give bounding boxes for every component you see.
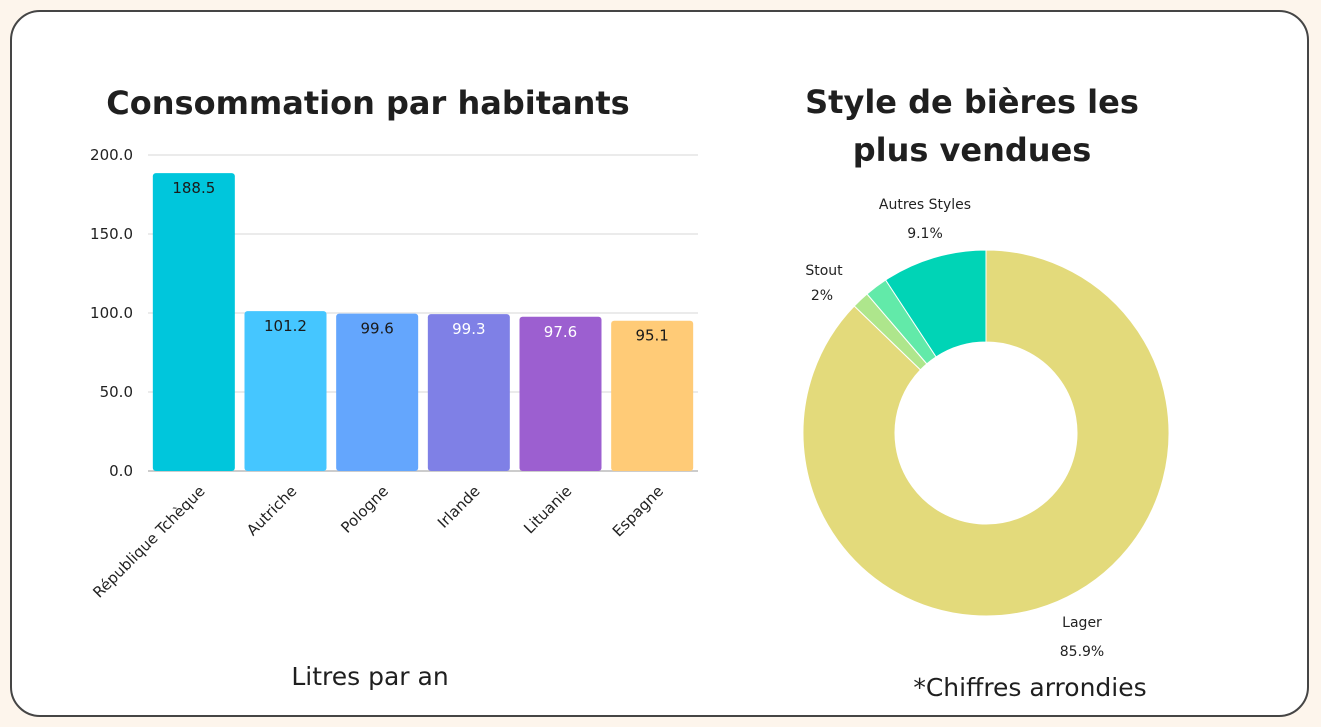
donut-slice xyxy=(802,249,1170,617)
x-tick-label: République Tchèque xyxy=(89,482,208,601)
bar xyxy=(152,173,235,472)
bar-chart-x-label: Litres par an xyxy=(291,662,448,691)
bar xyxy=(244,311,327,471)
slice-label-autres-styles: Autres Styles xyxy=(879,197,971,213)
slice-label-stout: Stout xyxy=(805,263,843,279)
donut-slices xyxy=(802,249,1170,617)
bar-value-label: 99.6 xyxy=(360,320,393,338)
bar-chart-y-axis: 200.0 150.0 100.0 50.0 0.0 xyxy=(90,146,133,480)
donut-labels: Autres Styles 9.1% Stout 2% Lager 85.9% xyxy=(805,197,1104,660)
bar-chart-x-axis: République Tchèque Autriche Pologne Irlande… xyxy=(89,482,667,601)
slice-value-lager: 85.9% xyxy=(1060,644,1104,660)
bar xyxy=(611,320,694,471)
x-tick-label: Autriche xyxy=(243,482,300,539)
bar-value-label: 101.2 xyxy=(264,317,307,335)
bar-chart-bars: 188.5 101.2 99.6 99.3 97.6 95.1 xyxy=(152,173,694,472)
slice-value-stout: 2% xyxy=(811,288,833,304)
donut-chart: Style de bières les plus vendues Autres … xyxy=(802,83,1170,702)
x-tick-label: Espagne xyxy=(609,482,667,540)
bar-value-label: 95.1 xyxy=(635,327,668,345)
donut-chart-title-line-2: plus vendues xyxy=(853,131,1092,169)
bar xyxy=(519,316,602,471)
bar-chart-title: Consommation par habitants xyxy=(106,84,629,122)
bar-value-label: 97.6 xyxy=(544,323,577,341)
y-tick-label: 100.0 xyxy=(90,304,133,322)
bar-value-label: 188.5 xyxy=(172,179,215,197)
bar-value-label: 99.3 xyxy=(452,320,485,338)
slice-value-autres-styles: 9.1% xyxy=(907,226,943,242)
bar xyxy=(336,313,419,471)
y-tick-label: 50.0 xyxy=(100,383,133,401)
y-tick-label: 150.0 xyxy=(90,225,133,243)
y-tick-label: 200.0 xyxy=(90,146,133,164)
donut-slice xyxy=(884,249,987,358)
rounding-note: *Chiffres arrondies xyxy=(913,673,1146,702)
bar xyxy=(427,314,510,471)
slice-label-lager: Lager xyxy=(1062,615,1102,631)
x-tick-label: Lituanie xyxy=(520,482,575,537)
donut-chart-title-line-1: Style de bières les xyxy=(805,83,1139,121)
bar-chart: Consommation par habitants 200.0 150.0 100… xyxy=(89,84,698,691)
x-tick-label: Irlande xyxy=(434,482,484,532)
x-tick-label: Pologne xyxy=(337,482,392,537)
y-tick-label: 0.0 xyxy=(109,462,133,480)
bar-chart-grid xyxy=(148,154,698,472)
